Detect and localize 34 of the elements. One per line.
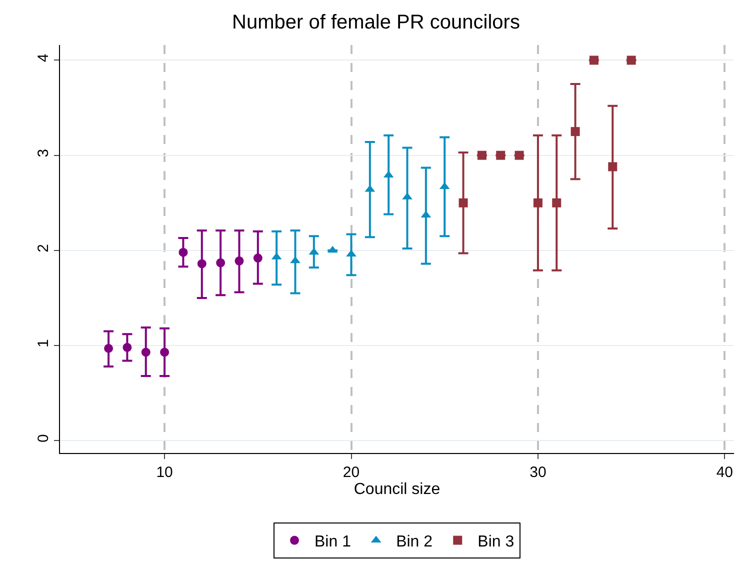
point bbox=[216, 258, 226, 268]
x-axis-title: Council size bbox=[354, 481, 440, 498]
point bbox=[104, 344, 114, 353]
y-tick-label: 4 bbox=[35, 54, 52, 62]
y-tick-label: 1 bbox=[35, 339, 52, 348]
point bbox=[141, 348, 150, 357]
y-tick-label: 3 bbox=[35, 148, 52, 158]
point bbox=[626, 56, 636, 65]
point bbox=[496, 150, 506, 160]
x-tick-label: 30 bbox=[530, 464, 546, 481]
point bbox=[253, 254, 262, 263]
point bbox=[178, 248, 188, 257]
point bbox=[122, 342, 132, 352]
point bbox=[160, 348, 170, 357]
point bbox=[533, 198, 542, 208]
point bbox=[234, 256, 244, 266]
x-tick-label: 40 bbox=[716, 464, 734, 481]
y-tick-label: 0 bbox=[35, 434, 52, 443]
point bbox=[570, 127, 580, 136]
point bbox=[608, 162, 618, 172]
x-tick-label: 10 bbox=[156, 464, 173, 481]
point bbox=[477, 150, 486, 160]
legend-label: Bin 1 bbox=[314, 534, 352, 550]
x-tick-label: 20 bbox=[342, 464, 360, 481]
point bbox=[290, 256, 300, 264]
y-tick-label: 2 bbox=[35, 244, 52, 252]
legend-label: Bin 3 bbox=[478, 534, 514, 550]
point bbox=[552, 198, 562, 208]
point bbox=[514, 150, 524, 160]
chart-title: Number of female PR councilors bbox=[232, 11, 520, 34]
point bbox=[589, 56, 598, 65]
legend-label: Bin 2 bbox=[396, 534, 433, 550]
point bbox=[458, 198, 468, 208]
point bbox=[197, 259, 206, 268]
